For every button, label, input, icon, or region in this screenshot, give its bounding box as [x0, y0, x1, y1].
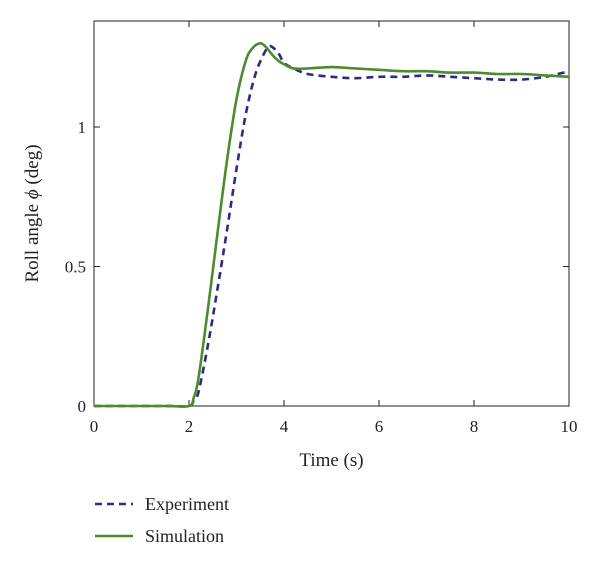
- y-axis-label-suffix: (deg): [22, 144, 43, 189]
- y-tick-label: 0: [78, 397, 87, 416]
- y-tick-label: 1: [78, 118, 87, 137]
- y-axis-label: Roll angle ϕ (deg): [22, 144, 43, 282]
- series-layer: [94, 42, 570, 408]
- x-tick-label: 8: [470, 417, 479, 436]
- y-axis-label-symbol: ϕ: [22, 189, 43, 199]
- legend-label: Experiment: [145, 494, 229, 514]
- series-line-simulation: [94, 42, 570, 408]
- plot-area: 0 2 4 6 8 10 0 0.5 1: [65, 20, 578, 436]
- x-axis-label: Time (s): [299, 450, 363, 471]
- y-tick-label: 0.5: [65, 258, 86, 277]
- x-tick-label: 4: [280, 417, 289, 436]
- legend-label: Simulation: [145, 526, 224, 546]
- legend-item-experiment: Experiment: [95, 494, 229, 514]
- legend: Experiment Simulation: [95, 494, 229, 546]
- x-tick-label: 2: [185, 417, 194, 436]
- axis-tick-labels: 0 2 4 6 8 10 0 0.5 1: [65, 118, 578, 436]
- y-axis-label-prefix: Roll angle: [22, 199, 43, 282]
- x-tick-label: 0: [90, 417, 99, 436]
- plot-frame: [93, 20, 570, 407]
- x-tick-label: 10: [561, 417, 578, 436]
- series-line-experiment: [94, 44, 570, 408]
- legend-item-simulation: Simulation: [95, 526, 224, 546]
- x-tick-label: 6: [375, 417, 384, 436]
- axis-ticks: [93, 21, 570, 407]
